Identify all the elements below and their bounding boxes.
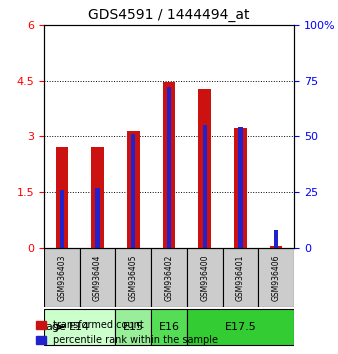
Bar [198, 89, 211, 248]
Bar [127, 131, 140, 248]
Legend: transformed count, percentile rank within the sample: transformed count, percentile rank withi… [32, 316, 222, 349]
Bar [234, 128, 247, 248]
FancyBboxPatch shape [151, 309, 187, 345]
FancyBboxPatch shape [115, 248, 151, 307]
Bar [91, 147, 104, 248]
Title: GDS4591 / 1444494_at: GDS4591 / 1444494_at [88, 8, 250, 22]
FancyBboxPatch shape [151, 248, 187, 307]
Text: E16: E16 [159, 322, 179, 332]
Text: GSM936402: GSM936402 [165, 254, 173, 301]
Text: age: age [46, 322, 67, 332]
Bar [270, 246, 283, 248]
Text: GSM936401: GSM936401 [236, 254, 245, 301]
Text: GSM936404: GSM936404 [93, 254, 102, 301]
Text: E14: E14 [69, 322, 90, 332]
Bar [95, 188, 100, 248]
FancyBboxPatch shape [187, 248, 223, 307]
Text: E15: E15 [123, 322, 144, 332]
Text: GSM936405: GSM936405 [129, 254, 138, 301]
FancyBboxPatch shape [258, 248, 294, 307]
Bar [274, 230, 279, 248]
Bar [163, 82, 175, 248]
Bar [202, 125, 207, 248]
Bar [238, 127, 243, 248]
Text: GSM936400: GSM936400 [200, 254, 209, 301]
FancyBboxPatch shape [187, 309, 294, 345]
FancyBboxPatch shape [44, 309, 115, 345]
Text: GSM936406: GSM936406 [272, 254, 281, 301]
FancyBboxPatch shape [80, 248, 115, 307]
Text: GSM936403: GSM936403 [57, 254, 66, 301]
Bar [131, 134, 136, 248]
FancyBboxPatch shape [44, 248, 80, 307]
FancyBboxPatch shape [115, 309, 151, 345]
Text: E17.5: E17.5 [224, 322, 256, 332]
FancyBboxPatch shape [223, 248, 258, 307]
Bar [167, 87, 171, 248]
Bar [55, 148, 68, 248]
Bar [59, 190, 64, 248]
